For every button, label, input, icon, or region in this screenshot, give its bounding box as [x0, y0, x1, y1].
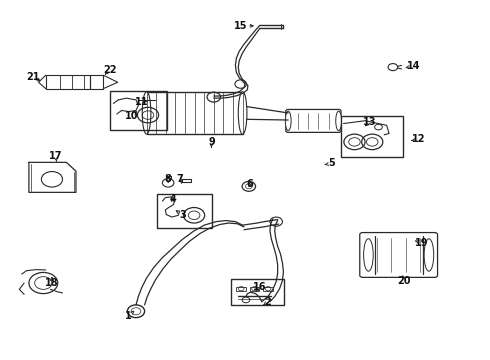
Text: 11: 11 [135, 97, 148, 107]
Text: 10: 10 [125, 111, 139, 121]
Text: 6: 6 [246, 179, 253, 189]
Text: 8: 8 [165, 174, 172, 184]
Bar [231, 279, 284, 305]
Text: 3: 3 [179, 210, 186, 220]
Text: 5: 5 [328, 158, 335, 168]
Ellipse shape [364, 239, 373, 271]
Text: 7: 7 [177, 174, 184, 184]
Text: 22: 22 [103, 65, 116, 75]
Text: 9: 9 [208, 137, 215, 147]
Bar [147, 92, 243, 134]
Bar [236, 287, 246, 291]
Ellipse shape [424, 239, 434, 271]
Ellipse shape [142, 92, 151, 134]
Text: 13: 13 [363, 117, 377, 127]
Text: 20: 20 [398, 275, 411, 285]
Text: 2: 2 [265, 297, 271, 307]
Text: 18: 18 [45, 278, 59, 288]
Bar [341, 117, 403, 157]
Bar [46, 75, 103, 89]
Text: 12: 12 [412, 134, 426, 144]
Text: 14: 14 [407, 62, 421, 71]
Text: 16: 16 [253, 282, 266, 292]
Text: 15: 15 [233, 21, 247, 31]
Ellipse shape [238, 92, 247, 134]
Text: 4: 4 [170, 194, 176, 204]
Text: 1: 1 [125, 311, 132, 321]
Text: 21: 21 [26, 72, 40, 82]
Ellipse shape [285, 111, 291, 131]
Text: 17: 17 [49, 151, 62, 161]
Bar [157, 194, 212, 228]
Bar [110, 91, 167, 130]
Ellipse shape [336, 111, 342, 131]
Text: 19: 19 [415, 238, 428, 248]
Bar [263, 287, 273, 291]
Bar [250, 287, 259, 291]
